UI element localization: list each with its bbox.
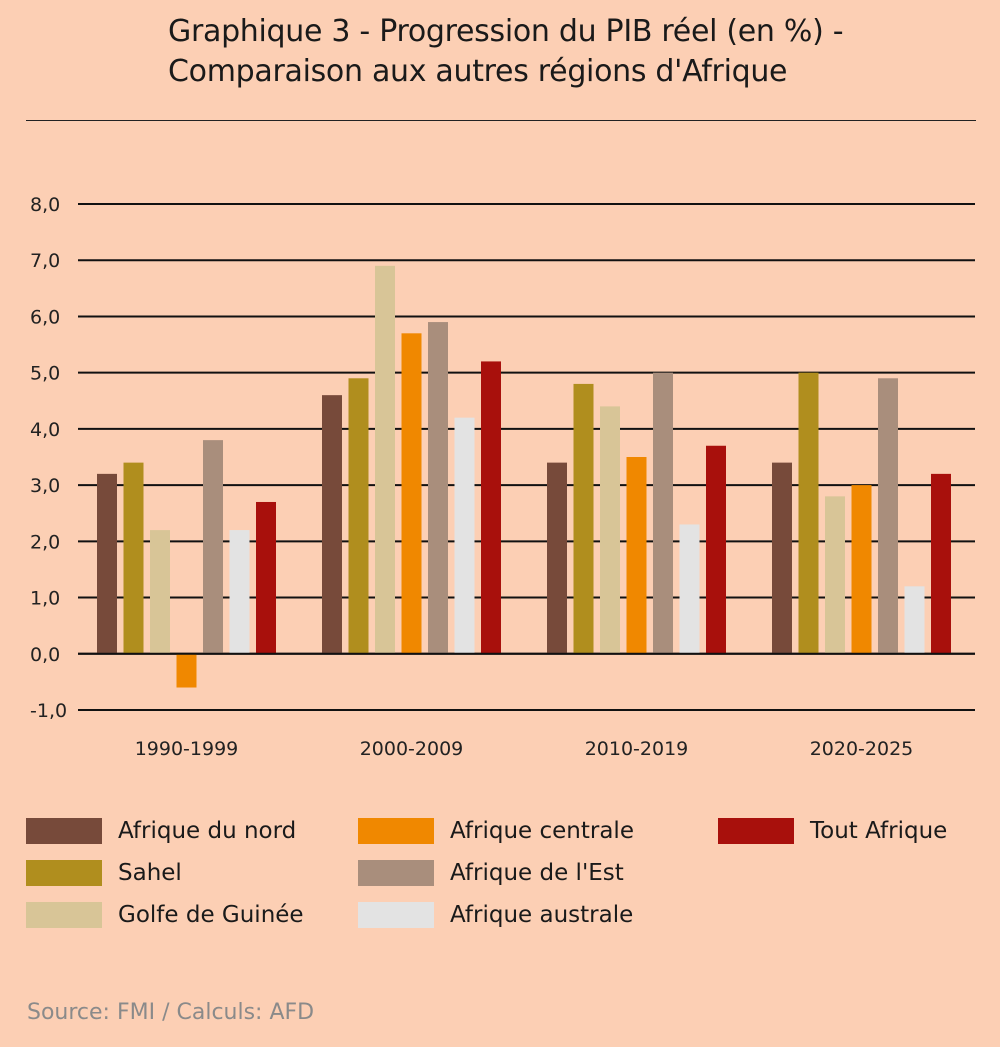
x-tick-label: 2000-2009 xyxy=(360,738,464,760)
legend-swatch xyxy=(718,818,794,844)
bar xyxy=(706,445,726,654)
y-tick-label: 1,0 xyxy=(30,588,60,610)
y-tick-label: 8,0 xyxy=(30,194,60,216)
bar xyxy=(653,372,673,654)
legend-label: Afrique centrale xyxy=(450,818,634,844)
legend-item: Sahel xyxy=(26,860,182,886)
chart-title-line2: Comparaison aux autres régions d'Afrique xyxy=(168,54,788,89)
source-note: Source: FMI / Calculs: AFD xyxy=(27,1000,315,1025)
bar xyxy=(626,457,647,654)
legend-label: Afrique de l'Est xyxy=(450,860,624,886)
legend-item: Tout Afrique xyxy=(718,818,947,844)
bar xyxy=(851,485,872,654)
legend-swatch xyxy=(358,818,434,844)
bar xyxy=(428,322,448,654)
bar xyxy=(97,473,117,654)
bar xyxy=(322,395,342,654)
bar xyxy=(256,501,276,654)
x-tick-label: 2010-2019 xyxy=(585,738,689,760)
y-tick-label: 3,0 xyxy=(30,475,60,497)
legend-label: Tout Afrique xyxy=(810,818,948,844)
legend-swatch xyxy=(26,902,102,928)
bar xyxy=(878,378,898,654)
legend-item: Afrique de l'Est xyxy=(358,860,624,886)
y-tick-label: 0,0 xyxy=(30,644,60,666)
legend-item: Afrique australe xyxy=(358,902,633,928)
legend-item: Afrique du nord xyxy=(26,818,296,844)
y-tick-label: 2,0 xyxy=(30,531,60,553)
legend-label: Afrique du nord xyxy=(118,818,297,844)
legend-swatch xyxy=(26,860,102,886)
legend-swatch xyxy=(358,860,434,886)
bar xyxy=(203,440,223,654)
bar xyxy=(348,378,369,654)
legend-swatch xyxy=(26,818,102,844)
bar xyxy=(547,462,567,654)
x-tick-label: 1990-1999 xyxy=(135,738,239,760)
legend-label: Sahel xyxy=(118,860,182,886)
bar xyxy=(176,653,197,688)
bar xyxy=(150,530,170,654)
legend-item: Golfe de Guinée xyxy=(26,902,304,928)
bar xyxy=(481,361,501,654)
legend-label: Afrique australe xyxy=(450,902,634,928)
bar xyxy=(375,265,395,654)
chart-title: Graphique 3 - Progression du PIB réel (e… xyxy=(168,12,844,92)
y-tick-label: 6,0 xyxy=(30,306,60,328)
chart-title-line1: Graphique 3 - Progression du PIB réel (e… xyxy=(168,14,844,49)
bar xyxy=(600,406,620,654)
y-tick-label: 5,0 xyxy=(30,363,60,385)
legend-label: Golfe de Guinée xyxy=(118,902,304,928)
bar xyxy=(573,383,594,654)
bar xyxy=(904,586,925,654)
bar xyxy=(931,473,951,654)
bar xyxy=(679,524,700,654)
bar xyxy=(229,530,250,654)
x-tick-label: 2020-2025 xyxy=(810,738,914,760)
legend-swatch xyxy=(358,902,434,928)
bar xyxy=(123,462,144,654)
plot-area: -1,0 0,0 1,0 2,0 3,0 4,0 5,0 6,0 7,0 8,0 1990-1999… xyxy=(30,194,975,760)
y-tick-label: -1,0 xyxy=(30,700,67,722)
y-tick-label: 4,0 xyxy=(30,419,60,441)
bar xyxy=(454,417,475,654)
legend-item: Afrique centrale xyxy=(358,818,634,844)
title-divider xyxy=(26,120,976,121)
y-tick-label: 7,0 xyxy=(30,250,60,272)
bar xyxy=(772,462,792,654)
bar xyxy=(825,496,845,654)
bar xyxy=(401,333,422,654)
bar xyxy=(798,372,819,654)
